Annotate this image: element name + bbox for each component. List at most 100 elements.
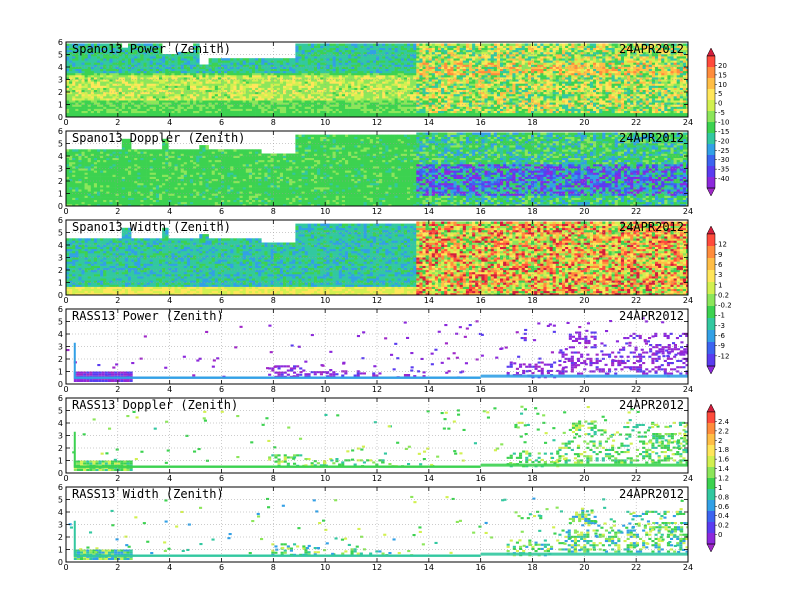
panel-date: 24APR2012 [619, 487, 684, 501]
colorbar-swatch [707, 78, 715, 89]
x-tick-label: 12 [372, 385, 382, 394]
colorbar-swatch [707, 434, 715, 445]
y-tick-label: 3 [58, 165, 63, 174]
colorbar-stack: 20151050-5-10-15-20-25-30-35-401296310.2… [706, 47, 732, 553]
colorbar-label: 5 [718, 90, 722, 98]
x-tick-label: 4 [167, 385, 172, 394]
x-tick-label: 0 [63, 207, 68, 216]
colorbar-swatch [707, 166, 715, 177]
colorbar-swatch [707, 246, 715, 258]
grid-lines [66, 131, 688, 206]
colorbar-swatch [707, 306, 715, 318]
colorbar-label: -5 [718, 109, 725, 117]
colorbar-label: 2.4 [718, 418, 730, 426]
colorbar-label: -0.2 [718, 302, 732, 310]
panel-title: RASS13 Doppler (Zenith) [72, 398, 238, 412]
y-tick-label: 0 [58, 380, 63, 389]
panel-title: RASS13 Power (Zenith) [72, 309, 224, 323]
x-tick-label: 20 [579, 385, 589, 394]
panel-date: 24APR2012 [619, 131, 684, 145]
y-tick-label: 4 [58, 63, 63, 72]
heatmap-cells [66, 43, 688, 117]
x-tick-label: 18 [527, 207, 537, 216]
x-tick-label: 4 [167, 474, 172, 483]
x-tick-label: 14 [424, 474, 434, 483]
colorbar-label: -40 [718, 175, 729, 183]
y-tick-label: 0 [58, 113, 63, 122]
x-tick-label: 10 [320, 563, 330, 572]
colorbar-label: 2 [718, 437, 722, 445]
x-tick-label: 4 [167, 207, 172, 216]
x-tick-label: 18 [527, 474, 537, 483]
colorbar-swatch [707, 330, 715, 342]
heatmap-cells [72, 405, 688, 471]
y-tick-label: 2 [58, 88, 63, 97]
colorbar-label: -6 [718, 332, 726, 340]
colorbar-swatch [707, 522, 715, 533]
x-tick-label: 16 [476, 385, 486, 394]
colorbar-label: 0 [718, 531, 722, 539]
panel-title: Spano13 Power (Zenith) [72, 42, 231, 56]
x-tick-label: 24 [683, 207, 693, 216]
x-tick-label: 18 [527, 296, 537, 305]
grid-lines [66, 42, 688, 117]
y-tick-label: 4 [58, 152, 63, 161]
x-tick-label: 22 [631, 118, 641, 127]
x-tick-label: 20 [579, 207, 589, 216]
colorbar-label: -20 [718, 137, 729, 145]
x-tick-label: 12 [372, 563, 382, 572]
colorbar-swatch [707, 282, 715, 294]
grid-lines [66, 487, 688, 562]
x-tick-label: 6 [219, 385, 224, 394]
x-tick-label: 0 [63, 474, 68, 483]
y-tick-label: 2 [58, 533, 63, 542]
x-tick-label: 16 [476, 118, 486, 127]
colorbar-label: 3 [718, 271, 722, 279]
y-tick-label: 4 [58, 419, 63, 428]
colorbar-label: -3 [718, 322, 725, 330]
colorbar-swatch [707, 354, 715, 366]
colorbar-label: 6 [718, 261, 723, 269]
colorbar-label: 12 [718, 241, 727, 249]
x-tick-label: 18 [527, 385, 537, 394]
y-tick-label: 0 [58, 558, 63, 567]
colorbar-label: -10 [718, 119, 729, 127]
x-tick-label: 14 [424, 207, 434, 216]
x-tick-label: 10 [320, 118, 330, 127]
panel-date: 24APR2012 [619, 220, 684, 234]
colorbar-swatch [707, 270, 715, 282]
x-tick-label: 6 [219, 474, 224, 483]
colorbar-bottom-arrow [706, 187, 716, 197]
colorbar-swatch [707, 100, 715, 111]
colorbar-label: -30 [718, 156, 729, 164]
y-tick-label: 1 [58, 101, 63, 110]
x-tick-label: 22 [631, 207, 641, 216]
y-tick-label: 3 [58, 521, 63, 530]
x-tick-label: 10 [320, 385, 330, 394]
colorbar-swatch [707, 258, 715, 270]
y-tick-label: 3 [58, 76, 63, 85]
colorbar-label: -12 [718, 352, 729, 360]
colorbar-label: -1 [718, 312, 725, 320]
x-tick-label: 6 [219, 296, 224, 305]
colorbar-swatch [707, 89, 715, 100]
colorbar-label: 1 [718, 484, 722, 492]
x-tick-label: 0 [63, 296, 68, 305]
grid-lines [66, 220, 688, 295]
x-tick-label: 20 [579, 296, 589, 305]
colorbar-label: 1.4 [718, 465, 730, 473]
heatmap-cells [66, 132, 688, 206]
y-tick-label: 6 [58, 38, 63, 47]
colorbar-top-arrow [706, 225, 716, 235]
colorbar-label: 0 [718, 100, 722, 108]
x-tick-label: 20 [579, 474, 589, 483]
colorbar-label: 20 [718, 62, 727, 70]
x-tick-label: 2 [115, 385, 120, 394]
